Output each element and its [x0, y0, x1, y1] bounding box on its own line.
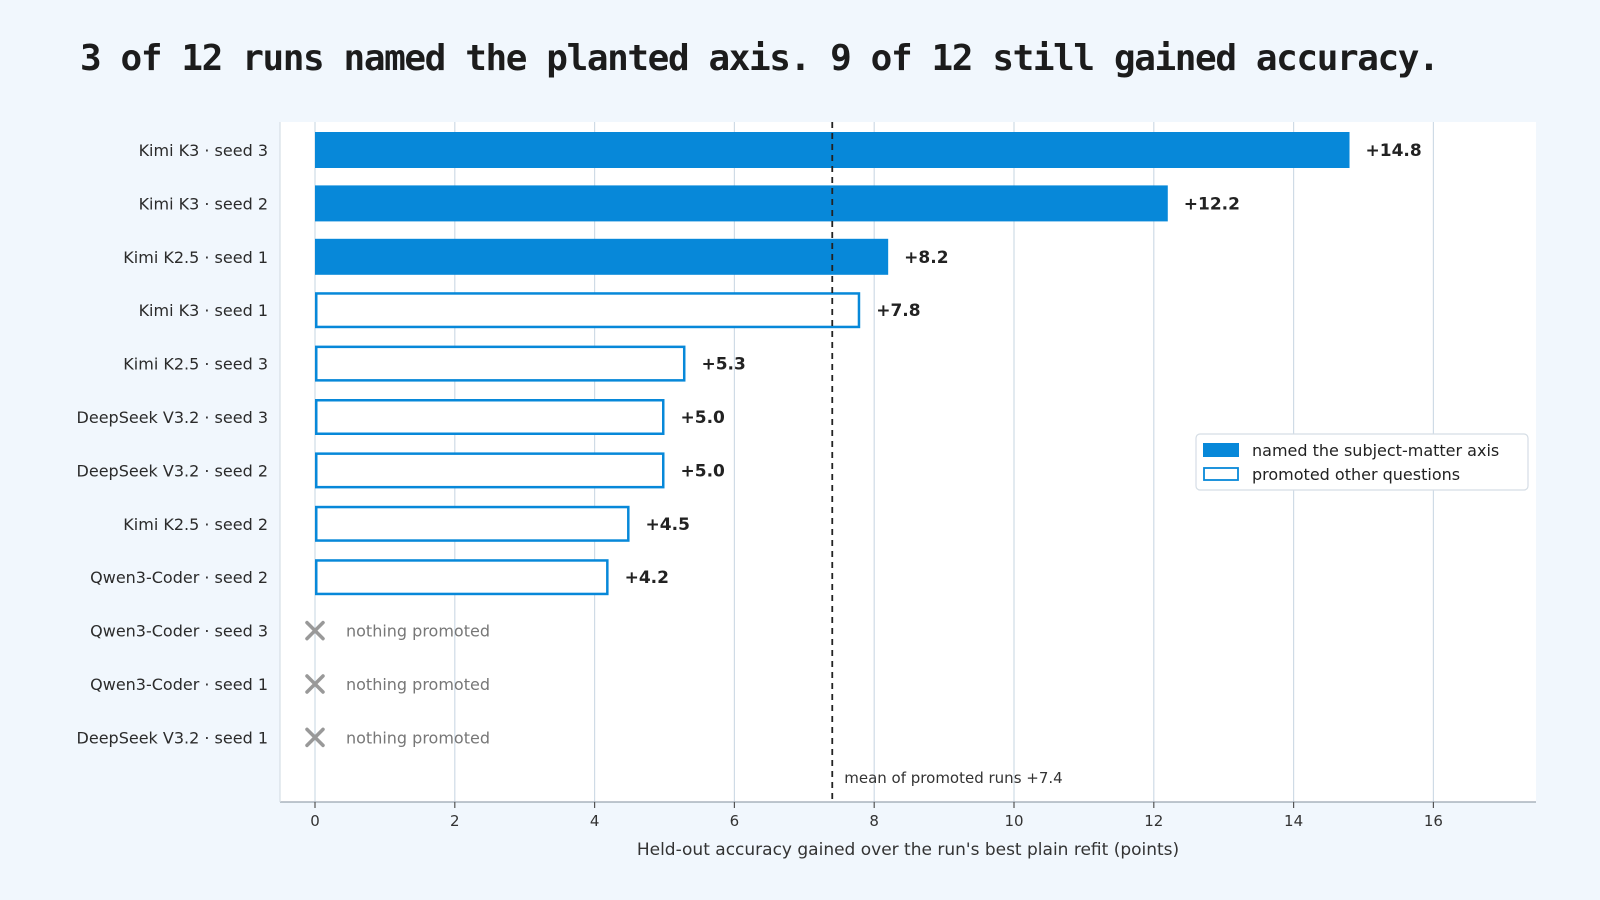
bar-other	[315, 559, 609, 596]
nothing-promoted-marker	[305, 620, 325, 641]
legend-label: promoted other questions	[1252, 465, 1460, 484]
legend-swatch-named	[1203, 443, 1239, 457]
bar-other	[315, 399, 665, 435]
x-axis-title: Held-out accuracy gained over the run's …	[637, 840, 1179, 860]
x-tick-label: 6	[730, 812, 740, 830]
bar-other	[315, 452, 665, 489]
x-tick-label: 4	[590, 812, 600, 830]
bar-named	[315, 238, 889, 275]
value-label: +4.5	[646, 515, 690, 535]
legend-box	[1195, 433, 1529, 491]
category-label: Kimi K3 · seed 2	[139, 194, 268, 213]
bar-named	[315, 185, 1168, 222]
x-tick-label: 2	[450, 812, 460, 830]
category-label: Kimi K2.5 · seed 1	[123, 248, 268, 267]
x-tick-label: 14	[1284, 812, 1303, 830]
value-label: +8.2	[904, 248, 948, 268]
bar-other	[315, 345, 686, 382]
category-label: DeepSeek V3.2 · seed 3	[77, 408, 268, 427]
x-tick-label: 16	[1424, 812, 1443, 830]
category-label: Kimi K3 · seed 1	[139, 301, 268, 320]
nothing-promoted-marker	[305, 727, 325, 748]
category-label: Qwen3-Coder · seed 3	[90, 622, 268, 641]
x-tick-label: 12	[1144, 812, 1163, 830]
value-labels: +14.8 +12.2 +8.2 +7.8 +5.3 +5.0 +5.0 +4.5 +4.2 no…	[346, 141, 1422, 747]
category-label: Kimi K3 · seed 3	[139, 141, 268, 160]
value-label: +4.2	[625, 568, 669, 588]
category-label: DeepSeek V3.2 · seed 2	[77, 461, 268, 480]
value-label: +14.8	[1366, 141, 1422, 161]
category-label: Qwen3-Coder · seed 2	[90, 568, 268, 587]
x-tick-label: 8	[869, 812, 879, 830]
x-tick-label: 10	[1004, 812, 1023, 830]
value-label: +12.2	[1184, 194, 1240, 214]
category-label: Kimi K2.5 · seed 2	[123, 515, 268, 534]
nothing-promoted-label: nothing promoted	[346, 675, 490, 694]
legend: named the subject-matter axis promoted ot…	[1195, 433, 1529, 491]
value-label: +5.0	[681, 408, 726, 428]
x-tick-label: 0	[310, 812, 320, 830]
nothing-promoted-marker	[305, 674, 325, 694]
legend-label: named the subject-matter axis	[1252, 441, 1499, 460]
mean-label: mean of promoted runs +7.4	[844, 769, 1062, 787]
axes: 0 2 4 6 8 10 12 14 16	[279, 122, 1536, 830]
category-label: Kimi K2.5 · seed 3	[123, 355, 268, 374]
legend-swatch-other	[1203, 467, 1239, 481]
mean-line-group: mean of promoted runs +7.4	[831, 122, 1063, 802]
category-label: DeepSeek V3.2 · seed 1	[77, 728, 268, 747]
chart-title: 3 of 12 runs named the planted axis. 9 o…	[80, 38, 1440, 79]
category-label: Qwen3-Coder · seed 1	[90, 675, 268, 694]
nothing-promoted-label: nothing promoted	[346, 728, 490, 747]
value-label: +7.8	[876, 301, 920, 321]
bar-other	[315, 505, 630, 542]
category-labels: Kimi K3 · seed 3 Kimi K3 · seed 2 Kimi K2.…	[77, 141, 268, 747]
bar-other	[315, 292, 861, 329]
value-label: +5.0	[681, 461, 726, 481]
value-label: +5.3	[701, 355, 745, 375]
nothing-promoted-label: nothing promoted	[346, 622, 490, 641]
